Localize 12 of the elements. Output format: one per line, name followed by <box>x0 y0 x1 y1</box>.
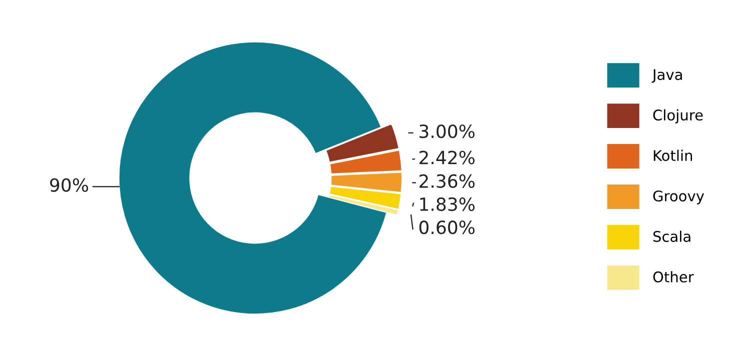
data-label: 0.60% <box>419 220 475 234</box>
data-label: 2.36% <box>420 174 475 188</box>
data-label: 3.00% <box>420 124 475 138</box>
data-label: 90% <box>50 178 88 192</box>
legend-label: Kotlin <box>654 150 692 162</box>
legend-label: Java <box>652 69 682 83</box>
data-label: 1.83% <box>420 197 475 212</box>
legend-label: Scala <box>653 230 690 242</box>
legend-label: Clojure <box>653 109 703 124</box>
data-label: 2.42% <box>420 150 475 164</box>
legend-label: Other <box>653 271 694 282</box>
legend-label: Groovy <box>653 190 704 204</box>
